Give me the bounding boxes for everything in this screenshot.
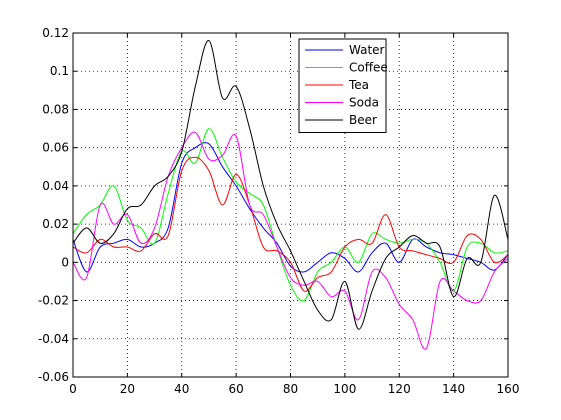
y-tick-label: 0.12 xyxy=(42,26,69,40)
x-tick-label: 160 xyxy=(497,382,520,396)
legend-label-soda: Soda xyxy=(349,96,379,110)
tick-marks xyxy=(72,32,509,378)
x-tick-labels: 0 20 40 60 80 100 120 140 160 xyxy=(69,382,519,396)
y-tick-label: 0.1 xyxy=(50,64,69,78)
grid-lines xyxy=(73,33,508,377)
y-tick-label: 0.04 xyxy=(42,179,69,193)
legend-label-coffee: Coffee xyxy=(349,61,388,75)
y-tick-label: 0.06 xyxy=(42,141,69,155)
y-tick-label: 0.02 xyxy=(42,217,69,231)
legend-label-beer: Beer xyxy=(349,113,377,127)
series-line-beer xyxy=(72,40,509,330)
x-tick-label: 60 xyxy=(228,382,243,396)
legend-label-water: Water xyxy=(349,43,385,57)
x-tick-label: 0 xyxy=(69,382,77,396)
series-line-tea xyxy=(72,156,509,292)
y-tick-label: -0.02 xyxy=(38,294,69,308)
y-tick-label: -0.04 xyxy=(38,332,69,346)
x-tick-label: 120 xyxy=(388,382,411,396)
x-tick-label: 80 xyxy=(283,382,298,396)
data-series xyxy=(72,40,509,350)
y-tick-label: -0.06 xyxy=(38,370,69,384)
x-tick-label: 20 xyxy=(120,382,135,396)
legend-box xyxy=(298,38,387,133)
legend-label-tea: Tea xyxy=(348,78,369,92)
y-tick-labels: -0.06 -0.04 -0.02 0 0.02 0.04 0.06 0.08 0.1 0.12 xyxy=(38,26,69,384)
y-tick-label: 0.08 xyxy=(42,102,69,116)
series-line-coffee xyxy=(72,128,509,302)
x-tick-label: 40 xyxy=(174,382,189,396)
x-tick-label: 140 xyxy=(442,382,465,396)
legend: Water Coffee Tea Soda Beer xyxy=(298,38,388,133)
x-tick-label: 100 xyxy=(333,382,356,396)
y-tick-label: 0 xyxy=(61,255,69,269)
series-line-soda xyxy=(72,131,509,350)
